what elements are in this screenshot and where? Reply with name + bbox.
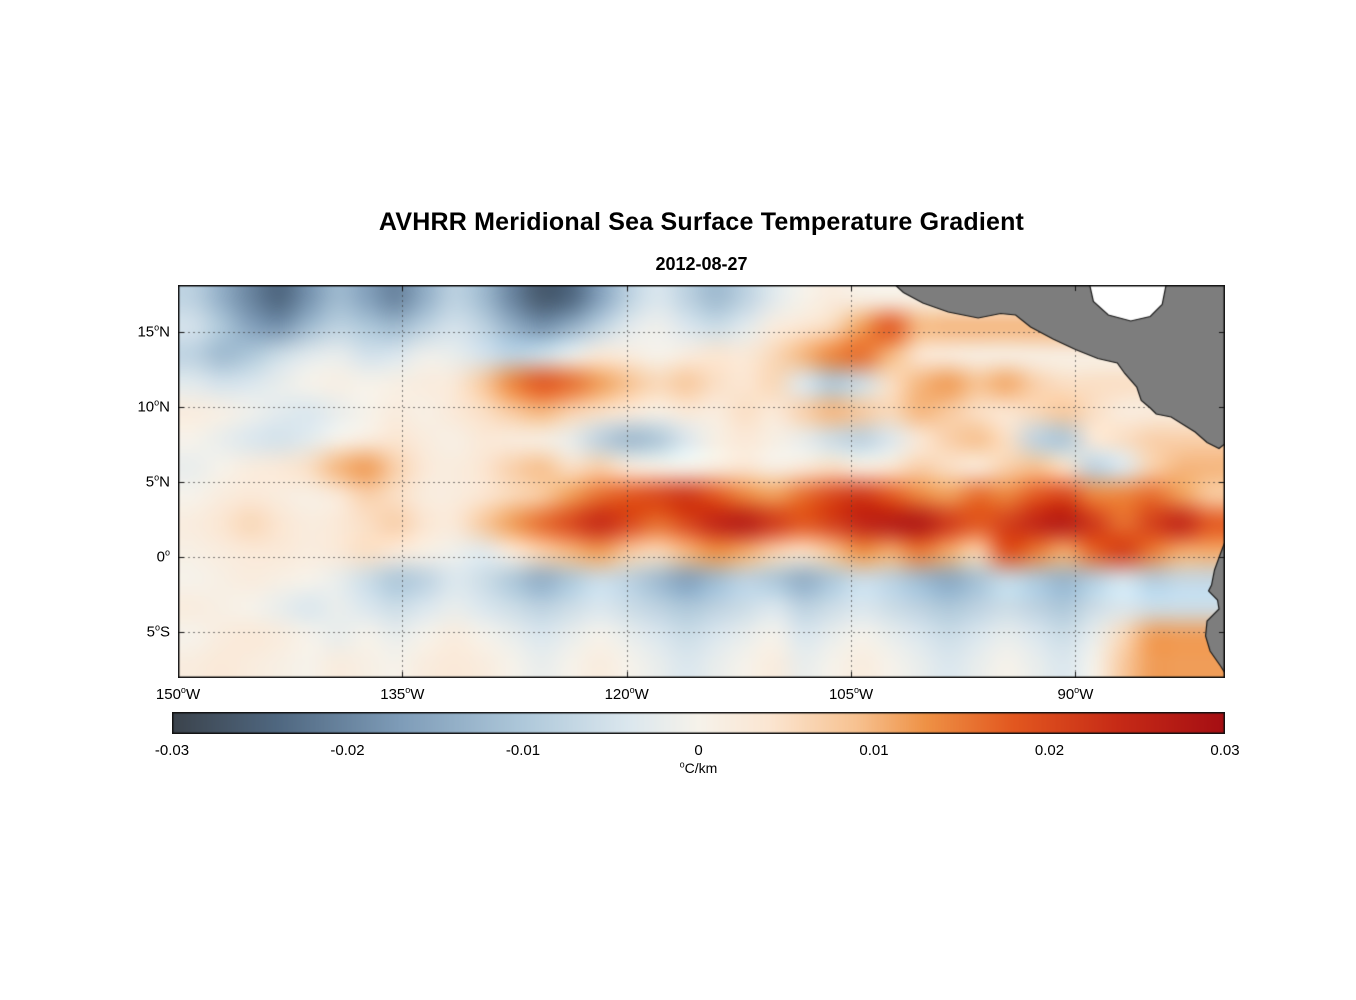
y-tick-label: 5oN xyxy=(145,472,170,491)
y-tick-label: 15oN xyxy=(137,322,170,341)
y-tick-label: 5oS xyxy=(146,622,170,641)
x-tick-label: 150oW xyxy=(155,685,201,704)
colorbar-tick-label: -0.01 xyxy=(505,742,541,759)
x-tick-label: 105oW xyxy=(828,685,874,704)
x-tick-label: 135oW xyxy=(380,685,425,704)
chart-title: AVHRR Meridional Sea Surface Temperature… xyxy=(378,208,1025,236)
colorbar-unit-label: oC/km xyxy=(172,760,1225,776)
chart-subtitle: 2012-08-27 xyxy=(655,254,748,274)
colorbar-tick-label: -0.02 xyxy=(330,742,365,759)
y-tick-label: 10oN xyxy=(137,397,170,416)
colorbar-tick-label: -0.03 xyxy=(154,742,190,759)
heatmap-canvas xyxy=(178,285,1225,678)
colorbar-tick-label: 0.03 xyxy=(1210,742,1240,759)
colorbar-tick-label: 0.01 xyxy=(859,742,889,759)
unit-text: C/km xyxy=(684,760,718,776)
colorbar-tick-label: 0 xyxy=(694,742,703,759)
colorbar-tick-label: 0.02 xyxy=(1034,742,1065,759)
y-tick-label: 0o xyxy=(156,547,170,566)
colorbar-canvas xyxy=(172,712,1225,734)
degree-glyph: o xyxy=(679,759,685,770)
x-tick-label: 90oW xyxy=(1057,685,1094,704)
x-tick-label: 120oW xyxy=(604,685,649,704)
